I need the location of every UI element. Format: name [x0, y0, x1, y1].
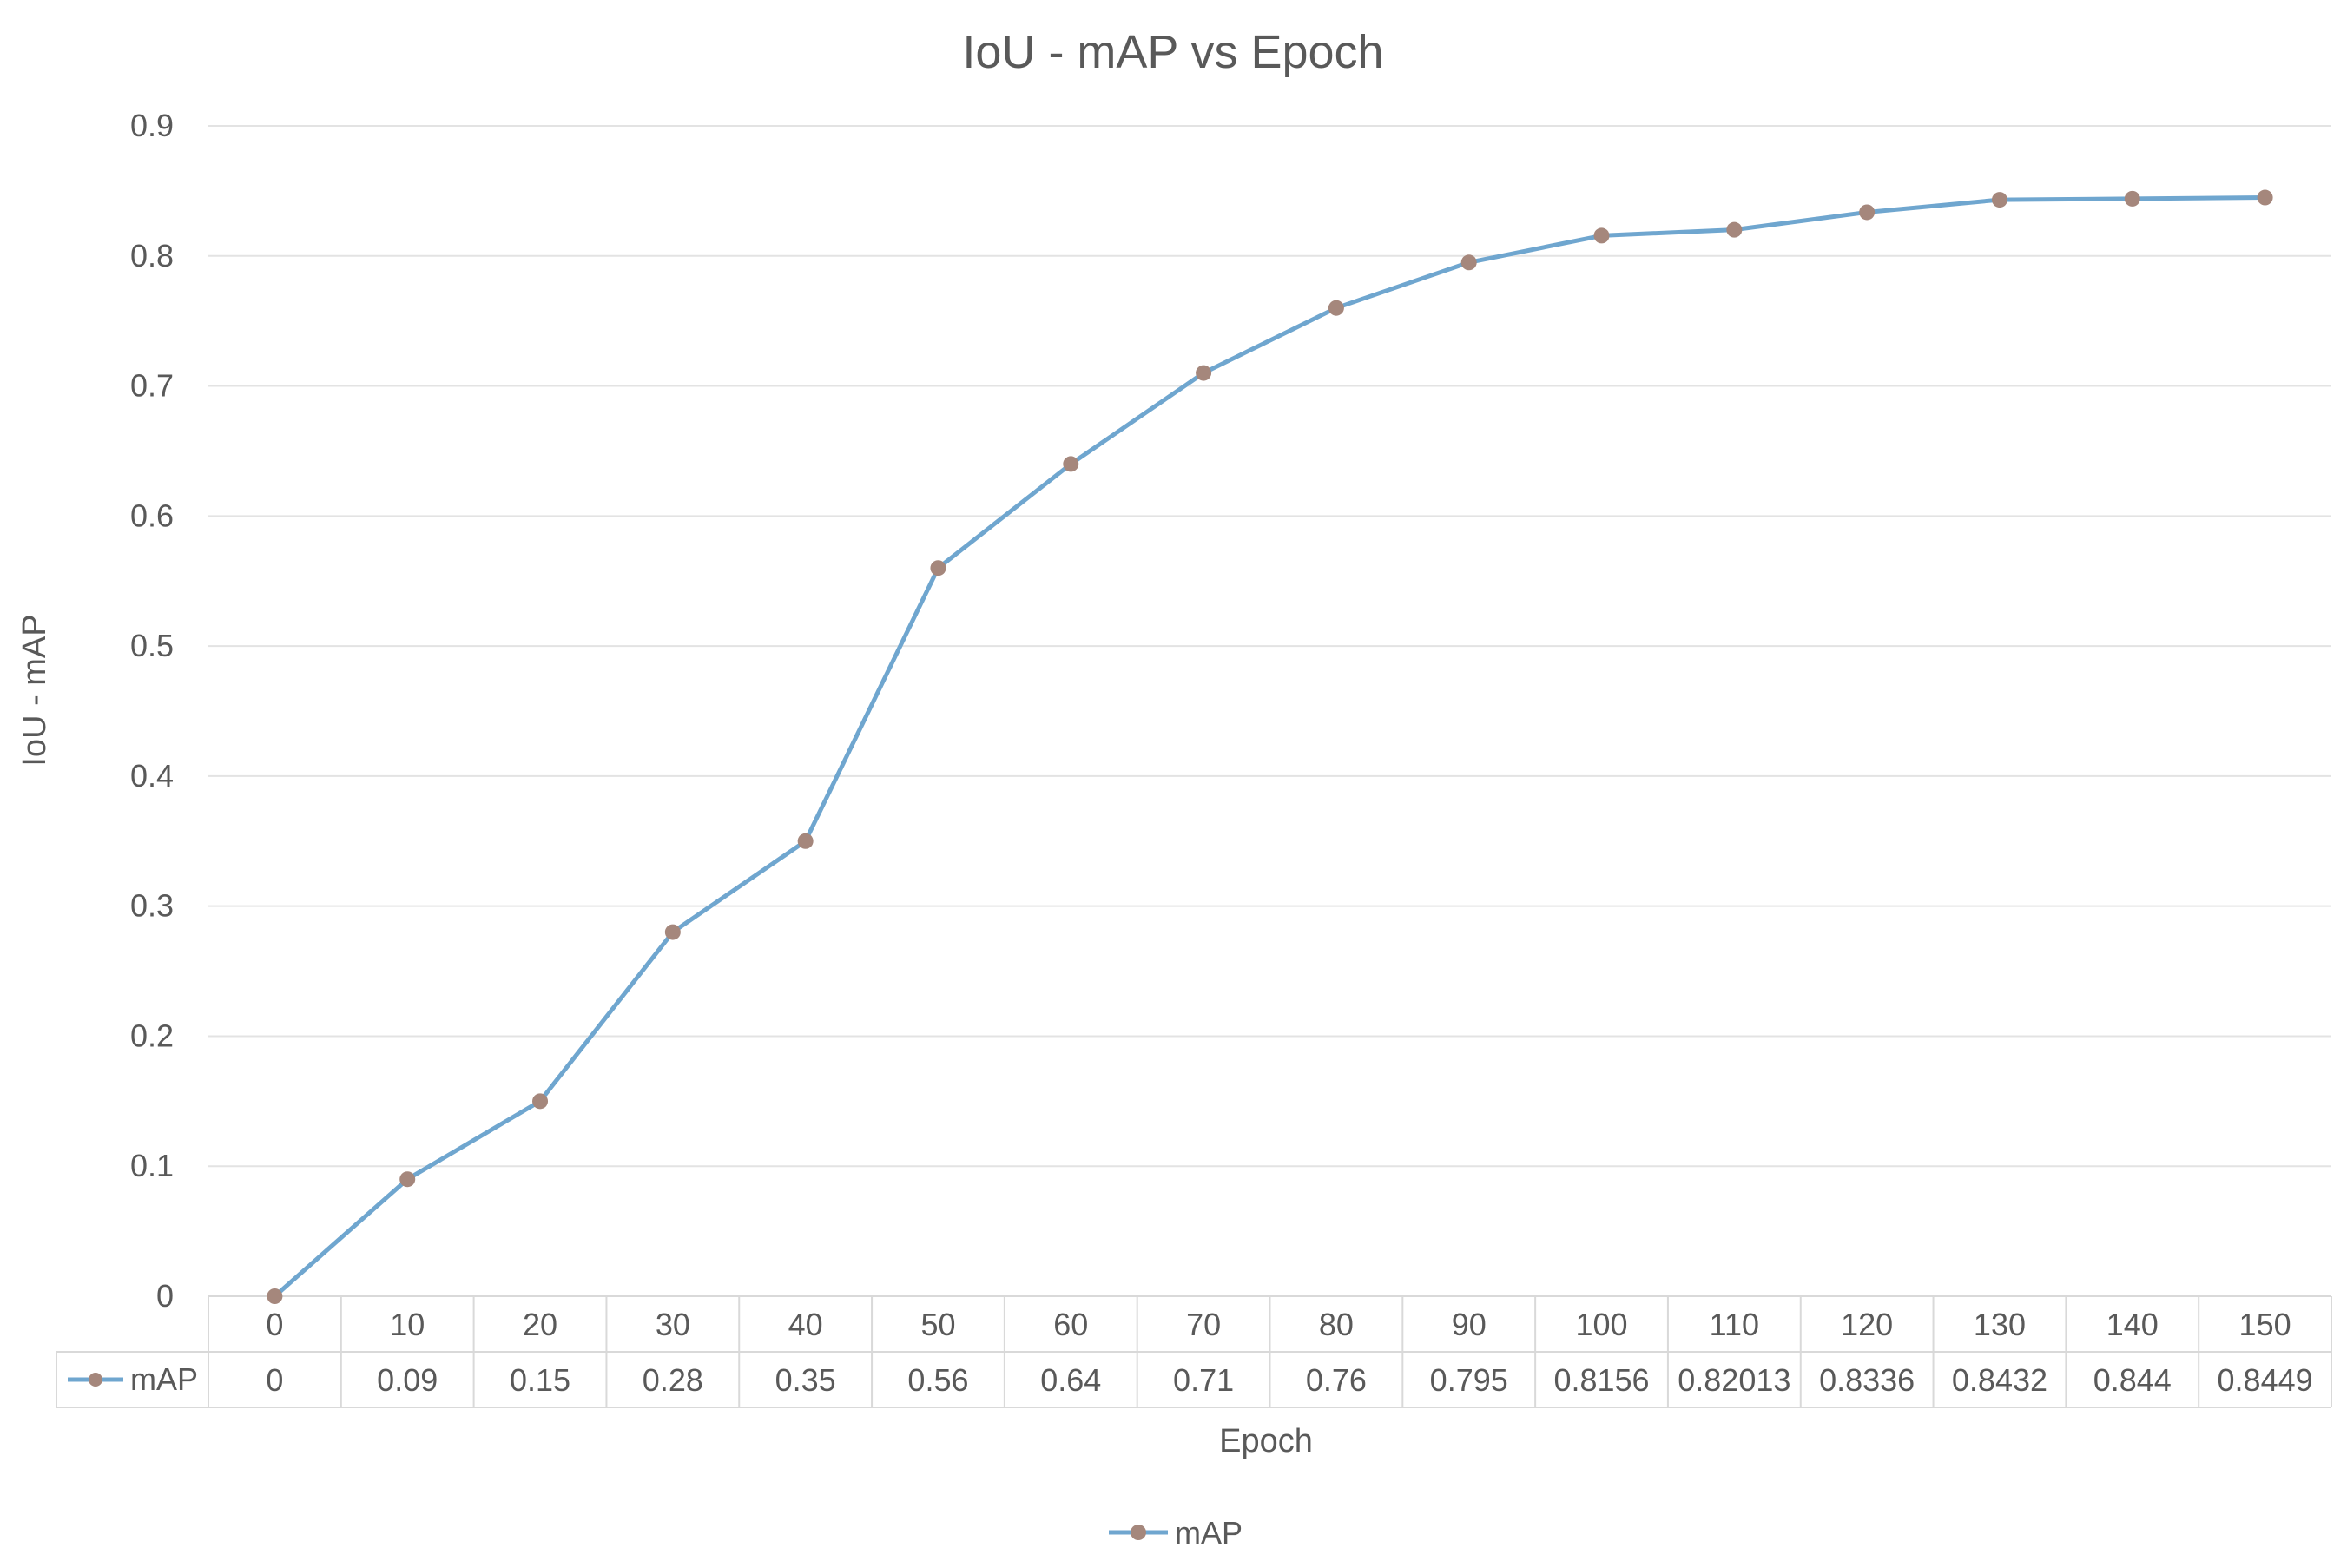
- legend: mAP: [1109, 1515, 1243, 1551]
- table-value-label: 0.09: [377, 1362, 438, 1398]
- x-tick-label: 150: [2239, 1307, 2291, 1342]
- gridlines: [208, 125, 2331, 1168]
- data-point: [1328, 300, 1344, 316]
- x-tick-label: 130: [1974, 1307, 2026, 1342]
- x-tick-label: 100: [1575, 1307, 1627, 1342]
- y-tick-label: 0.4: [130, 758, 174, 794]
- legend-marker-icon: [1131, 1525, 1146, 1540]
- y-tick-label: 0: [156, 1278, 174, 1314]
- table-value-label: 0.795: [1430, 1362, 1508, 1398]
- table-series-name: mAP: [130, 1361, 198, 1397]
- x-tick-label: 50: [920, 1307, 955, 1342]
- y-tick-label: 0.7: [130, 368, 174, 404]
- data-point: [2257, 189, 2273, 206]
- x-tick-label: 140: [2106, 1307, 2159, 1342]
- table-value-label: 0.15: [510, 1362, 570, 1398]
- series-mAP: [267, 189, 2273, 1304]
- y-tick-labels: 0 0.1 0.2 0.3 0.4 0.5 0.6 0.7 0.8 0.9: [130, 108, 174, 1314]
- table-value-label: 0.56: [907, 1362, 968, 1398]
- data-table: 0 0 10 0.09 20 0.15 30 0.28 40 0.35 50 0.56 60 0.64 70…: [56, 1295, 2332, 1408]
- x-tick-label: 120: [1841, 1307, 1893, 1342]
- y-tick-label: 0.2: [130, 1018, 174, 1053]
- y-axis-label: IoU - mAP: [16, 614, 53, 766]
- table-value-label: 0.71: [1173, 1362, 1234, 1398]
- data-point: [930, 560, 946, 576]
- data-point: [1460, 254, 1477, 271]
- x-tick-label: 60: [1053, 1307, 1088, 1342]
- x-tick-label: 110: [1710, 1307, 1759, 1342]
- legend-label: mAP: [1175, 1515, 1243, 1551]
- x-tick-label: 0: [266, 1307, 283, 1342]
- x-tick-label: 40: [788, 1307, 823, 1342]
- table-value-label: 0.844: [2093, 1362, 2172, 1398]
- x-axis-label: Epoch: [1219, 1423, 1313, 1459]
- x-tick-label: 80: [1319, 1307, 1354, 1342]
- table-value-label: 0.8432: [1952, 1362, 2047, 1398]
- y-tick-label: 0.5: [130, 628, 174, 663]
- x-tick-label: 20: [523, 1307, 557, 1342]
- data-point: [532, 1093, 549, 1110]
- data-point: [797, 833, 814, 849]
- table-value-label: 0.82013: [1678, 1362, 1790, 1398]
- table-value-label: 0.8449: [2218, 1362, 2313, 1398]
- y-tick-label: 0.6: [130, 497, 174, 533]
- x-tick-label: 30: [656, 1307, 690, 1342]
- table-value-label: 0.76: [1306, 1362, 1367, 1398]
- data-point: [1726, 221, 1743, 238]
- x-tick-label: 10: [390, 1307, 425, 1342]
- data-point: [1593, 227, 1610, 244]
- table-legend-marker-icon: [89, 1373, 102, 1387]
- y-tick-label: 0.3: [130, 888, 174, 924]
- series-line: [272, 195, 2268, 1299]
- x-tick-label: 70: [1186, 1307, 1221, 1342]
- table-value-label: 0.8156: [1553, 1362, 1649, 1398]
- y-tick-label: 0.1: [130, 1148, 174, 1183]
- data-point: [399, 1171, 416, 1188]
- data-point: [267, 1288, 283, 1304]
- chart-title: IoU - mAP vs Epoch: [962, 26, 1383, 78]
- x-tick-label: 90: [1452, 1307, 1487, 1342]
- table-value-label: 0.28: [643, 1362, 703, 1398]
- table-value-label: 0.64: [1040, 1362, 1101, 1398]
- table-value-label: 0.35: [775, 1362, 836, 1398]
- data-point: [1063, 456, 1079, 472]
- data-point: [664, 924, 681, 940]
- data-point: [1859, 204, 1876, 221]
- table-value-label: 0: [266, 1362, 283, 1398]
- y-tick-label: 0.8: [130, 238, 174, 273]
- data-point: [2124, 190, 2140, 207]
- table-value-label: 0.8336: [1819, 1362, 1915, 1398]
- y-tick-label: 0.9: [130, 108, 174, 143]
- data-point: [1196, 365, 1212, 381]
- data-point: [1991, 192, 2007, 208]
